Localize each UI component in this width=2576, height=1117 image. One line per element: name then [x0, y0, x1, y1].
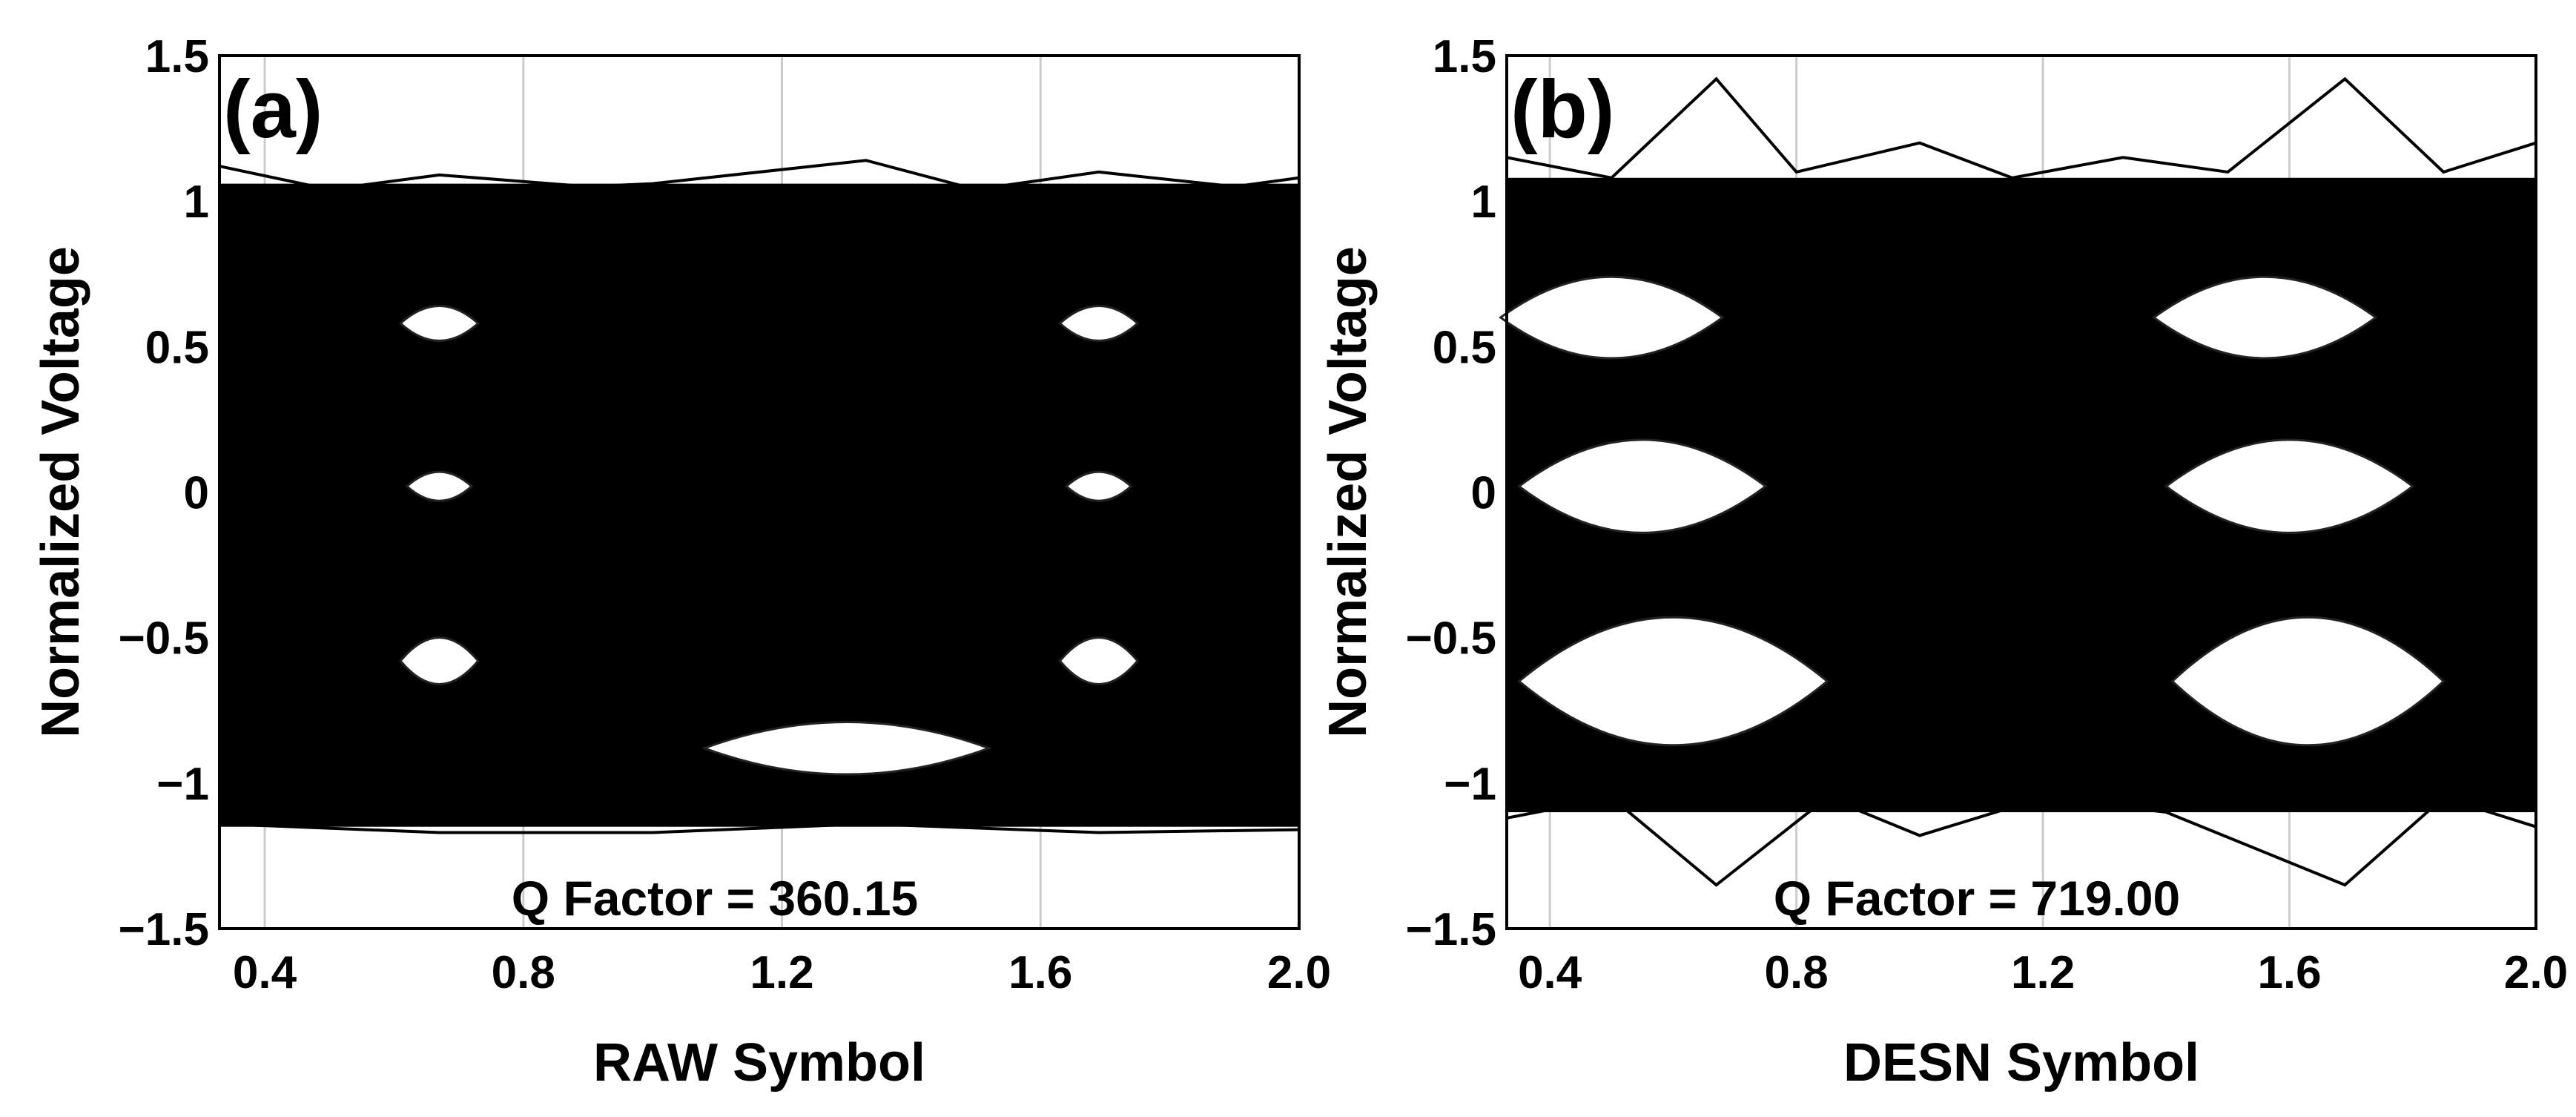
y-tick-label: 1.5 [145, 31, 209, 82]
eye-opening [1058, 304, 1140, 342]
x-axis-label: DESN Symbol [1843, 1033, 2199, 1093]
y-tick-label: −1.5 [1406, 904, 1496, 955]
eye-opening [2164, 438, 2415, 534]
overshoot-trace [219, 159, 1300, 191]
x-tick-label: 1.2 [2011, 947, 2075, 998]
y-tick-label: 0 [184, 468, 209, 519]
x-tick-label: 1.2 [750, 947, 813, 998]
y-tick-label: −0.5 [1406, 613, 1496, 665]
eye-opening [1058, 636, 1139, 685]
x-tick-label: 0.4 [1518, 947, 1582, 998]
y-tick-label: −1 [1444, 759, 1496, 810]
eye-opening [1517, 438, 1768, 534]
x-tick-label: 2.0 [2504, 947, 2568, 998]
x-tick-label: 2.0 [1267, 947, 1331, 998]
q-factor-annotation: Q Factor = 719.00 [1774, 871, 2180, 926]
eye-opening [2152, 275, 2378, 360]
eye-opening [701, 721, 992, 776]
x-tick-label: 0.8 [492, 947, 555, 998]
y-tick-label: −1 [156, 759, 209, 810]
y-tick-label: −0.5 [119, 613, 209, 665]
eye-opening [1517, 616, 1829, 747]
q-factor-annotation: Q Factor = 360.15 [512, 871, 918, 926]
y-tick-label: 0.5 [145, 322, 209, 373]
overshoot-trace [1506, 76, 2537, 179]
eye-opening [2170, 616, 2445, 747]
y-tick-label: −1.5 [119, 904, 209, 955]
axes-frame [218, 54, 1301, 930]
x-tick-label: 1.6 [2257, 947, 2321, 998]
y-axis-label: Normalized Voltage [31, 246, 90, 738]
eye-opening [1499, 275, 1725, 360]
y-tick-label: 1 [184, 177, 209, 228]
x-axis-label: RAW Symbol [593, 1033, 925, 1093]
eye-opening [405, 470, 474, 502]
eye-trace-band [219, 183, 1299, 827]
panel-a: 0.4 0.8 1.2 1.6 2.0 1.5 1 0.5 0 −0.5 −1 −1.5 RAW Sym… [31, 31, 1331, 1093]
undershoot-trace [219, 822, 1300, 834]
x-tick-label: 0.4 [233, 947, 297, 998]
eye-opening [399, 636, 480, 685]
x-tick-label: 1.6 [1008, 947, 1072, 998]
x-tick-label: 0.8 [1765, 947, 1829, 998]
y-axis-label: Normalized Voltage [1318, 246, 1378, 738]
y-tick-label: 0 [1471, 468, 1496, 519]
panel-label: (b) [1510, 64, 1614, 155]
panel-label: (a) [223, 64, 323, 155]
panel-b: 0.4 0.8 1.2 1.6 2.0 1.5 1 0.5 0 −0.5 −1 −1.5 DESN Sy… [1318, 31, 2568, 1093]
y-tick-label: 1 [1471, 177, 1496, 228]
eye-opening [1064, 470, 1133, 502]
y-tick-label: 1.5 [1433, 31, 1496, 82]
axes-frame [1505, 54, 2537, 930]
undershoot-trace [1506, 796, 2537, 887]
y-tick-label: 0.5 [1433, 322, 1496, 373]
eye-opening [398, 304, 480, 342]
